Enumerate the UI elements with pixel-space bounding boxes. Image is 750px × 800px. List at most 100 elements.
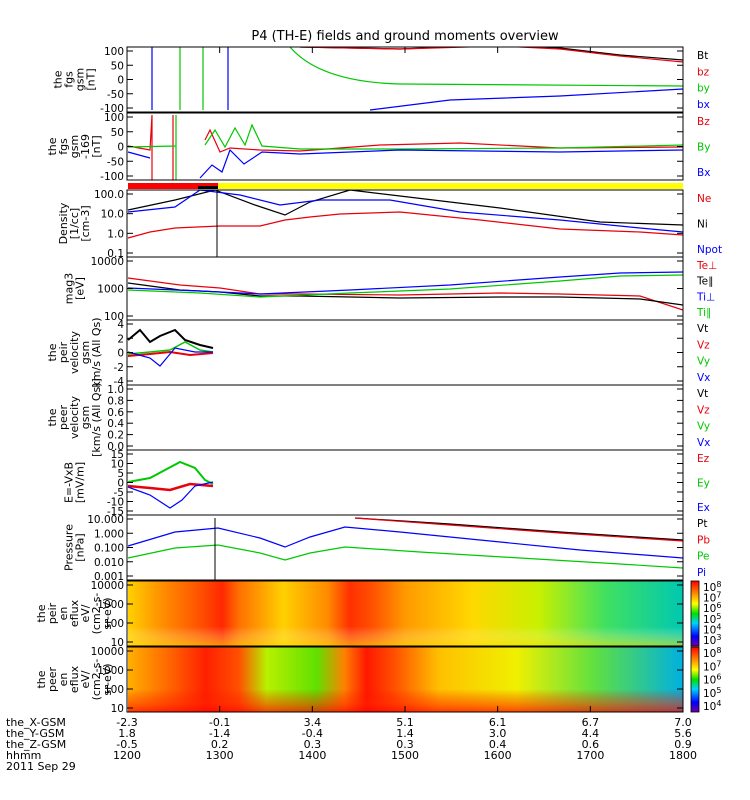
- legend-pb: Pb: [697, 534, 710, 546]
- y-tick-label: 0.1: [107, 248, 124, 260]
- y-tick-label: -4: [114, 376, 125, 388]
- legend-pt: Pt: [697, 518, 707, 530]
- y-tick-label: 50: [111, 127, 124, 139]
- legend-vt: Vt: [697, 323, 708, 335]
- y-tick-label: 0.001: [94, 571, 124, 583]
- y-tick-label: 1.0: [107, 384, 124, 396]
- legend-vy: Vy: [697, 356, 710, 368]
- x-tick-label: 5.1: [396, 716, 414, 729]
- y-axis-label-line: gsm: [68, 135, 81, 158]
- y-tick-label: 100: [104, 46, 124, 58]
- y-tick-label: 0.8: [107, 395, 124, 407]
- panel-frame-9: [126, 580, 684, 647]
- legend-by: by: [697, 83, 710, 95]
- trace-pressure-pe: [127, 544, 683, 569]
- x-tick-label: 1400: [298, 749, 326, 762]
- x-axis-row-label: the_Z-GSM: [6, 738, 66, 751]
- y-tick-label: -10: [107, 497, 124, 509]
- y-tick-label: 10000: [91, 256, 124, 268]
- trace-temp-ti-par: [127, 274, 683, 298]
- y-axis-label-line: velocity: [68, 331, 81, 374]
- region-bar-yellow: [218, 183, 683, 189]
- trace-e-field-ey: [127, 460, 214, 485]
- trace-pressure-pi: [127, 526, 683, 559]
- colorbar-10: [690, 646, 700, 713]
- x-axis-row-label: hhmm: [6, 749, 41, 762]
- trace-temp-ti-perp: [127, 271, 683, 295]
- x-tick-label: 4.4: [582, 727, 600, 740]
- panel-legends: Bt bz by bx Bz By Bx Ne Ni Npot Te⊥ Te∥ Ti⊥ Ti∥ Vt Vz Vy…: [696, 50, 722, 579]
- y-tick-label: 100: [104, 112, 124, 124]
- trace-density-npot: [127, 189, 683, 233]
- y-tick-label: 10.0: [101, 209, 124, 221]
- legend-vz: Vz: [697, 404, 710, 416]
- trace-density-ni: [127, 189, 683, 226]
- colorbar-tick-label: 108: [703, 646, 721, 660]
- legend-vt: Vt: [697, 388, 708, 400]
- x-axis-labels: the_X-GSM -2.3 -0.1 3.4 5.1 6.1 6.7 7.0 the_Y-GS…: [6, 47, 697, 773]
- y-axis-label-line: fgs: [57, 138, 70, 155]
- trace-pressure-pb: [354, 517, 683, 542]
- y-tick-label: -50: [107, 89, 124, 101]
- x-tick-label: 5.6: [674, 727, 692, 740]
- colorbar-tick-label: 105: [703, 686, 721, 700]
- y-axis-label-line: (cm2-s-: [90, 593, 103, 635]
- y-axis-label-line: [nT]: [85, 68, 98, 90]
- y-tick-label: 100: [104, 684, 124, 696]
- y-axis-label-line: en: [57, 673, 70, 687]
- legend-te∥: Te∥: [696, 276, 713, 288]
- legend-pi: Pi: [697, 567, 706, 579]
- legend-vz: Vz: [697, 339, 710, 351]
- y-axis-label-line: gsm: [74, 68, 87, 91]
- y-axis-label-line: [mV/m]: [74, 462, 87, 503]
- trace-ion-vx: [127, 347, 213, 367]
- y-tick-label: 0.2: [107, 430, 124, 442]
- y-tick-label: 2: [117, 333, 124, 345]
- y-axis-labels: thefgsgsm[nT]thefgsgsm-169[nT]Density[1/…: [35, 68, 114, 701]
- y-tick-label: 0: [117, 478, 124, 490]
- plot-content: [127, 47, 683, 712]
- y-axis-label-line: Density: [57, 202, 70, 244]
- legend-npot: Npot: [697, 244, 722, 256]
- y-tick-label: 10: [111, 637, 124, 649]
- legend-vx: Vx: [697, 372, 710, 384]
- legend-ti∥: Ti∥: [696, 307, 711, 319]
- x-tick-label: 3.4: [304, 716, 322, 729]
- colorbar-tick-label: 107: [703, 659, 721, 673]
- y-tick-labels: 100500-50-100100500-50-100100.010.01.00.…: [87, 46, 683, 715]
- y-axis-label-4: mag3[eV]: [63, 273, 87, 304]
- electron-spectrogram-shading: [128, 647, 683, 712]
- x-tick-label: 1600: [484, 749, 512, 762]
- trace-density-ne: [127, 211, 683, 239]
- y-axis-label-line: sr-eV): [101, 597, 114, 629]
- y-axis-label-line: the: [46, 137, 59, 155]
- panel-frame-1: [126, 46, 684, 113]
- x-tick-label: 1.8: [118, 727, 136, 740]
- legend-bz: bz: [697, 66, 710, 78]
- x-tick-label: 0.9: [674, 738, 692, 751]
- y-tick-label: 0.6: [107, 407, 124, 419]
- y-axis-label-line: en: [57, 607, 70, 621]
- y-tick-label: 15: [111, 449, 124, 461]
- legend-bx: Bx: [697, 167, 710, 179]
- colorbar-tick-label: 106: [703, 673, 721, 687]
- y-axis-label-line: peer: [46, 667, 59, 693]
- legend-by: By: [697, 142, 710, 154]
- y-axis-label-line: peer: [57, 405, 70, 431]
- y-axis-label-line: [cm-3]: [79, 205, 92, 241]
- y-axis-label-line: the: [52, 70, 65, 88]
- trace-fgs-bz: [299, 47, 683, 63]
- colorbar-tick-label: 103: [703, 633, 721, 647]
- panel-frame-6: [126, 384, 684, 451]
- y-axis-label-line: velocity: [68, 396, 81, 439]
- legend-bz: Bz: [697, 116, 710, 128]
- x-tick-label: 1700: [576, 749, 604, 762]
- date-label: 2011 Sep 29: [6, 760, 76, 773]
- y-tick-label: 1000: [97, 284, 124, 296]
- y-tick-label: 1.000: [94, 528, 124, 540]
- x-axis-row-label: the_Y-GSM: [6, 727, 64, 740]
